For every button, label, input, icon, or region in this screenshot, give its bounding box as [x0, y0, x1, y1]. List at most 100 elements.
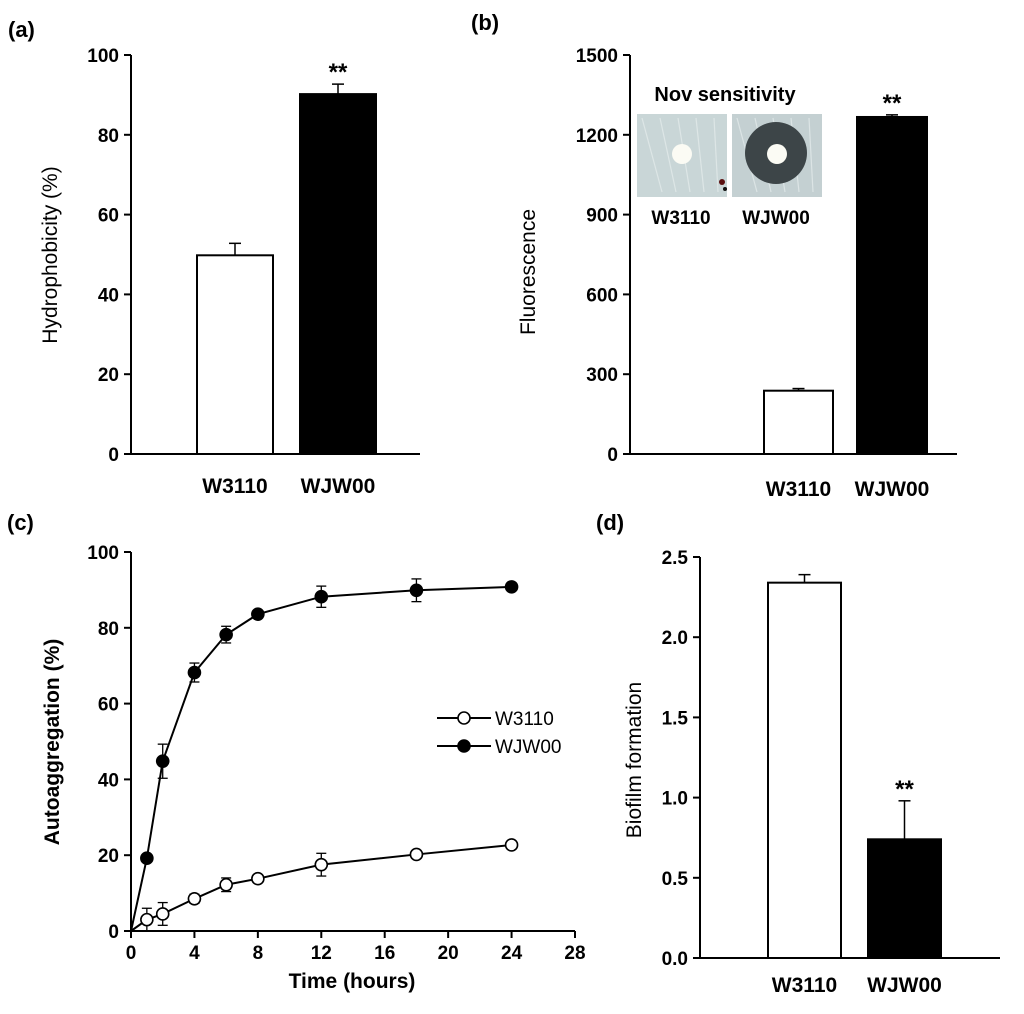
legend-label: W3110: [495, 709, 554, 730]
data-point: [140, 851, 154, 866]
y-tick-label: 100: [87, 46, 119, 67]
x-tick-label: 12: [311, 943, 332, 964]
y-tick-label: 80: [98, 619, 119, 640]
data-point: [155, 907, 170, 921]
bar-w3110: [763, 389, 834, 455]
inset-label: W3110: [651, 208, 710, 229]
category-label: W3110: [772, 974, 837, 997]
data-point: [251, 871, 265, 886]
data-point: [219, 877, 233, 892]
y-tick-label: 2.5: [662, 548, 689, 569]
y-axis-title: Fluorescence: [517, 209, 540, 335]
category-label: WJW00: [855, 478, 930, 501]
x-tick-label: 28: [564, 943, 585, 964]
data-point: [409, 583, 424, 598]
y-tick-label: 600: [586, 285, 618, 306]
bar-wjw00: [867, 838, 942, 960]
y-tick-label: 20: [98, 846, 119, 867]
plate-photo-wjw00: [732, 114, 822, 197]
y-tick-label: 40: [98, 770, 119, 791]
y-tick-label: 0: [108, 445, 119, 466]
plate-streak: [659, 117, 677, 193]
x-tick-label: 0: [126, 943, 137, 964]
data-point: [155, 754, 170, 769]
y-tick-label: 900: [586, 206, 618, 227]
panel-label: (d): [596, 510, 624, 535]
plate-streak: [641, 117, 663, 193]
data-point: [409, 847, 424, 862]
bar-w3110: [767, 581, 842, 959]
nov-sensitivity-inset: Nov sensitivity W3110 WJW00: [637, 84, 822, 229]
y-tick-label: 100: [87, 543, 119, 564]
bar-w3110: [196, 254, 274, 455]
y-tick-label: 40: [98, 285, 119, 306]
inset-title: Nov sensitivity: [654, 84, 796, 106]
x-tick-label: 8: [253, 943, 264, 964]
legend: W3110 WJW00: [437, 709, 562, 758]
category-label: W3110: [202, 475, 267, 498]
x-tick-label: 4: [189, 943, 200, 964]
bar-wjw00: [856, 115, 928, 455]
y-tick-label: 1500: [576, 46, 618, 67]
panel-a: (a) 0 20 40 60 80 100 Hydrophobicity (%) W3110 **…: [8, 17, 420, 498]
y-tick-label: 300: [586, 365, 618, 386]
inset-label: WJW00: [742, 208, 810, 229]
panel-c: (c) 0 20 40 60 80 100 0 4 8 12 16 20 24 28 Time (hours)…: [7, 510, 586, 993]
plate-speck: [723, 187, 727, 191]
plate-streak: [713, 117, 719, 193]
y-tick-label: 1.0: [662, 789, 688, 810]
x-axis-title: Time (hours): [289, 970, 416, 993]
category-label: WJW00: [301, 475, 376, 498]
data-point: [314, 857, 329, 872]
significance-stars: **: [883, 90, 902, 117]
data-point: [187, 891, 202, 906]
data-point: [140, 912, 154, 927]
data-point: [314, 589, 329, 604]
data-point: [504, 838, 519, 852]
legend-label: WJW00: [495, 737, 562, 758]
x-tick-label: 20: [438, 943, 459, 964]
y-tick-label: 1.5: [662, 708, 689, 729]
y-tick-label: 0: [607, 445, 618, 466]
y-tick-label: 2.0: [662, 628, 688, 649]
plate-speck: [719, 179, 725, 185]
significance-stars: **: [329, 59, 348, 86]
data-point: [251, 607, 265, 621]
antibiotic-disc: [672, 144, 692, 164]
panel-label: (c): [7, 510, 34, 535]
x-tick-label: 16: [374, 943, 395, 964]
panel-label: (a): [8, 17, 35, 42]
data-point: [504, 580, 519, 594]
y-axis-title: Autoaggregation (%): [41, 639, 64, 845]
y-tick-label: 0.5: [662, 869, 689, 890]
panel-d: (d) 0.0 0.5 1.0 1.5 2.0 2.5 Biofilm formation W3…: [596, 510, 1000, 997]
y-tick-label: 60: [98, 206, 119, 227]
legend-marker: [457, 711, 471, 725]
y-tick-label: 1200: [576, 126, 618, 147]
data-point: [187, 665, 202, 680]
antibiotic-disc: [767, 144, 787, 164]
series-wjw00: [130, 578, 519, 932]
plate-streak: [695, 117, 705, 193]
category-label: W3110: [766, 478, 831, 501]
y-axis-title: Biofilm formation: [623, 682, 646, 838]
plate-streak: [808, 117, 814, 193]
legend-marker: [457, 739, 471, 753]
series-line: [130, 585, 512, 932]
y-tick-label: 0.0: [662, 949, 688, 970]
data-point: [219, 627, 233, 642]
bar-wjw00: [299, 93, 377, 456]
y-tick-label: 60: [98, 695, 119, 716]
significance-stars: **: [895, 776, 914, 803]
y-tick-label: 80: [98, 126, 119, 147]
plate-photo-w3110: [637, 114, 727, 197]
x-tick-label: 24: [501, 943, 523, 964]
panel-b: (b) 0 300 600 900 1200 1500 Fluorescence W3110 **…: [471, 10, 957, 501]
y-tick-label: 0: [108, 922, 119, 943]
y-axis-title: Hydrophobicity (%): [39, 166, 62, 343]
y-tick-label: 20: [98, 365, 119, 386]
series-w3110: [130, 838, 519, 932]
category-label: WJW00: [867, 974, 942, 997]
panel-label: (b): [471, 10, 499, 35]
